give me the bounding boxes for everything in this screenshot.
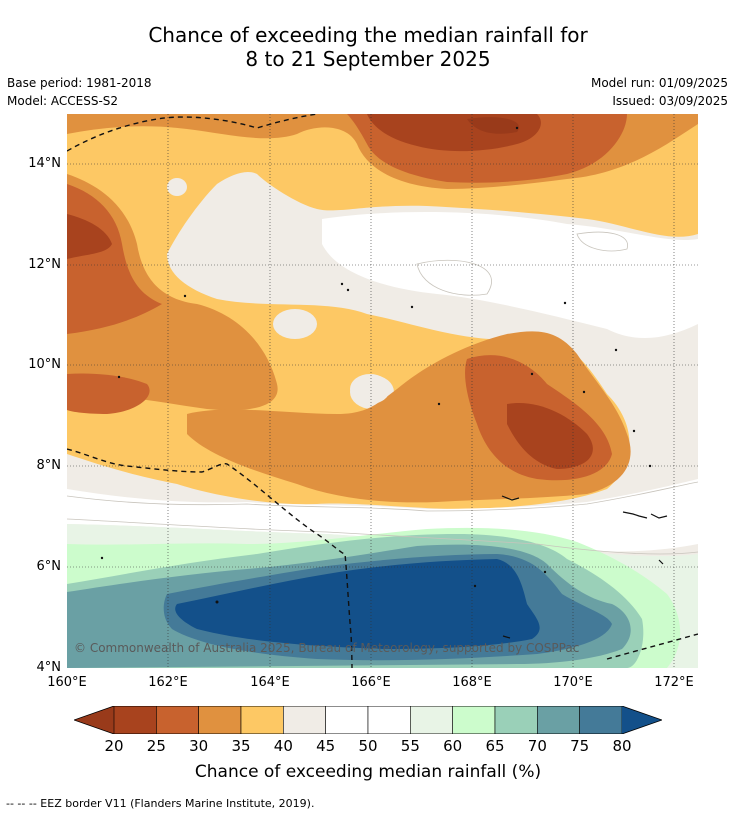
colorbar-cell (579, 706, 623, 734)
colorbar-cell (113, 706, 157, 734)
lat-label-8n: 8°N (36, 458, 62, 473)
colorbar-cell (537, 706, 580, 734)
colorbar-cell (283, 706, 326, 734)
colorbar-tick-label: 75 (570, 737, 590, 755)
model-run-label: Model run: 01/09/2025 (590, 76, 728, 90)
probability-25-region (67, 184, 162, 334)
eez-border-lines (67, 114, 698, 668)
probability-45-patch (273, 309, 317, 339)
colorbar-tick-label: 25 (146, 737, 166, 755)
colorbar-cell (240, 706, 284, 734)
colorbar-tick-label: 55 (400, 737, 420, 755)
colorbar-cell (494, 706, 538, 734)
map-title-line-1: Chance of exceeding the median rainfall … (148, 23, 588, 47)
colorbar-cells (113, 706, 623, 734)
model-label: Model: ACCESS-S2 (7, 94, 119, 108)
colorbar-cell (325, 706, 369, 734)
colorbar-label: Chance of exceeding median rainfall (%) (194, 762, 542, 782)
lat-label-6n: 6°N (36, 559, 62, 574)
colorbar-tick-label: 20 (104, 737, 124, 755)
lat-label-12n: 12°N (28, 257, 61, 272)
lon-label-160e: 160°E (47, 675, 87, 690)
colorbar-cell (410, 706, 453, 734)
rainfall-probability-map (67, 114, 698, 668)
lon-label-162e: 162°E (148, 675, 188, 690)
probability-over-80-region (175, 559, 540, 649)
probability-under-20-region (467, 117, 519, 134)
colorbar-tick-label: 35 (231, 737, 251, 755)
lon-label-168e: 168°E (452, 675, 492, 690)
colorbar (74, 706, 662, 734)
lon-label-166e: 166°E (351, 675, 391, 690)
probability-20-region (67, 214, 112, 259)
lat-label-14n: 14°N (28, 156, 61, 171)
contour-lines (67, 231, 698, 555)
colorbar-tick-label: 45 (316, 737, 336, 755)
copyright-notice: © Commonwealth of Australia 2025, Bureau… (74, 641, 580, 655)
probability-50-region (322, 212, 698, 339)
island-markers (100, 126, 668, 639)
probability-45-patch (350, 374, 390, 404)
colorbar-cell (198, 706, 242, 734)
lon-label-170e: 170°E (553, 675, 593, 690)
colorbar-tick-label: 65 (485, 737, 505, 755)
colorbar-tick-label: 30 (189, 737, 209, 755)
lon-label-164e: 164°E (250, 675, 290, 690)
colorbar-cell (156, 706, 199, 734)
lat-label-10n: 10°N (28, 357, 61, 372)
colorbar-tick-label: 40 (273, 737, 293, 755)
colorbar-tick-label: 80 (612, 737, 632, 755)
map-title-line-2: 8 to 21 September 2025 (245, 47, 491, 71)
lon-label-172e: 172°E (654, 675, 694, 690)
issued-label: Issued: 03/09/2025 (612, 94, 728, 108)
colorbar-tick-label: 60 (443, 737, 463, 755)
colorbar-tick-label: 50 (358, 737, 378, 755)
colorbar-under-arrow (74, 706, 114, 734)
eez-legend: -- -- -- EEZ border V11 (Flanders Marine… (6, 797, 315, 810)
lat-label-4n: 4°N (36, 660, 62, 675)
probability-25-region (67, 373, 150, 414)
probability-30-region (67, 174, 278, 411)
colorbar-over-arrow (622, 706, 662, 734)
probability-45-patch (167, 178, 187, 196)
colorbar-cell (452, 706, 496, 734)
probability-20-region (507, 403, 593, 469)
colorbar-cell (367, 706, 411, 734)
base-period-label: Base period: 1981-2018 (7, 76, 152, 90)
colorbar-tick-label: 70 (527, 737, 547, 755)
graticule (67, 114, 698, 668)
